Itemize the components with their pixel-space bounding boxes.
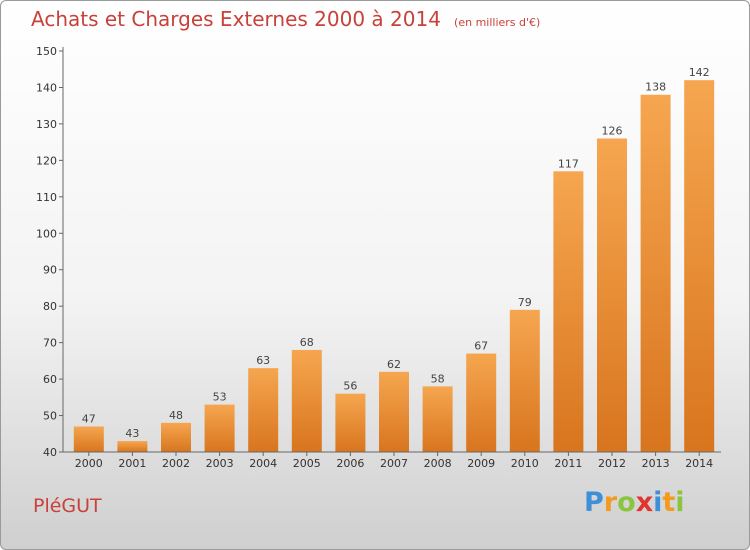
chart-title: Achats et Charges Externes 2000 à 2014: [31, 7, 441, 31]
x-tick-label: 2014: [685, 457, 713, 470]
x-tick-label: 2006: [336, 457, 364, 470]
bar: [248, 368, 279, 452]
x-tick-label: 2010: [511, 457, 539, 470]
x-tick-label: 2000: [75, 457, 103, 470]
bar-value-label: 63: [256, 354, 270, 367]
bars-layer: 47 43 48 53 63 68 56 62 58 67 79 117 126 138 142: [73, 66, 715, 453]
bar: [597, 138, 627, 452]
bar-value-label: 43: [125, 427, 139, 440]
bar: [379, 371, 409, 452]
y-tick-label: 120: [36, 154, 57, 167]
logo-letter: t: [662, 487, 676, 518]
y-tick-label: 70: [43, 337, 57, 350]
bar-value-label: 47: [82, 412, 96, 425]
bar: [466, 353, 497, 452]
bar-value-label: 79: [518, 296, 532, 309]
y-tick-label: 50: [43, 410, 57, 423]
bar-value-label: 58: [431, 372, 445, 385]
x-tick-label: 2007: [380, 457, 408, 470]
y-tick-label: 100: [36, 227, 57, 240]
x-tick-label: 2004: [249, 457, 277, 470]
bar: [335, 393, 366, 452]
bar-value-label: 53: [213, 391, 227, 404]
bar-value-label: 126: [602, 124, 623, 137]
bar: [640, 94, 671, 452]
bar-value-label: 67: [474, 340, 488, 353]
logo-letter: r: [603, 487, 618, 518]
logo-letter: o: [617, 487, 636, 518]
y-tick-label: 80: [43, 300, 57, 313]
y-tick-label: 140: [36, 81, 57, 94]
bar-value-label: 62: [387, 358, 401, 371]
axis-layer: 40 50 60 70 80 90 100 110 120 130 140 150 2000 2001 20…: [36, 45, 721, 470]
logo-letter: P: [584, 487, 604, 518]
y-tick-label: 60: [43, 373, 57, 386]
proxiti-logo: Proxiti: [584, 487, 685, 518]
bar-value-label: 142: [689, 66, 710, 79]
bar: [509, 309, 540, 452]
x-tick-label: 2008: [424, 457, 452, 470]
x-tick-label: 2009: [467, 457, 495, 470]
x-tick-label: 2002: [162, 457, 190, 470]
y-tick-label: 40: [43, 446, 57, 459]
x-tick-label: 2003: [206, 457, 234, 470]
bar: [684, 80, 715, 452]
bar-value-label: 48: [169, 409, 183, 422]
bar-value-label: 117: [558, 157, 579, 170]
title-block: Achats et Charges Externes 2000 à 2014 (…: [31, 7, 540, 31]
bar: [204, 404, 235, 452]
x-tick-label: 2011: [554, 457, 582, 470]
x-tick-label: 2005: [293, 457, 321, 470]
bar: [422, 386, 453, 452]
bar: [73, 426, 104, 452]
bar: [291, 349, 322, 452]
bar-value-label: 68: [300, 336, 314, 349]
logo-letter: i: [675, 487, 685, 518]
x-tick-label: 2013: [642, 457, 670, 470]
bar: [553, 171, 584, 453]
bar-value-label: 138: [645, 81, 666, 94]
y-tick-label: 110: [36, 191, 57, 204]
logo-letter: i: [653, 487, 663, 518]
bar-value-label: 56: [343, 380, 357, 393]
y-tick-label: 130: [36, 118, 57, 131]
y-tick-label: 150: [36, 45, 57, 58]
y-tick-label: 90: [43, 264, 57, 277]
x-tick-label: 2001: [118, 457, 146, 470]
chart-subtitle: (en milliers d'€): [454, 16, 541, 29]
bar: [161, 422, 191, 452]
place-name: PléGUT: [33, 495, 102, 517]
x-tick-label: 2012: [598, 457, 626, 470]
logo-letter: x: [635, 487, 654, 518]
bar: [117, 441, 148, 452]
